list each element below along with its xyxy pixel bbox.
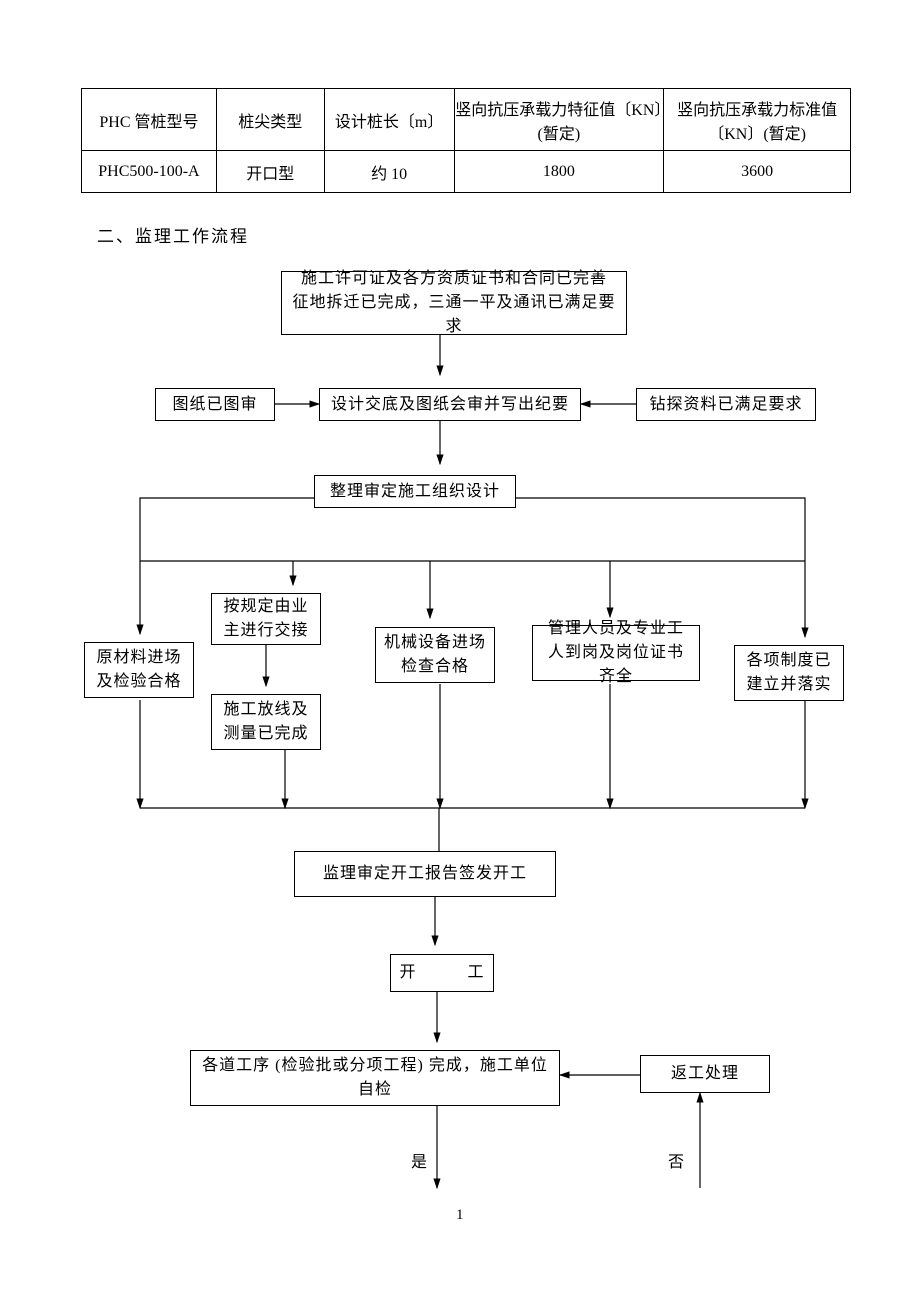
flowchart-node-n4a: 原材料进场及检验合格 — [84, 642, 194, 698]
table-cell: 3600 — [664, 151, 851, 193]
flowchart-node-n4c: 施工放线及测量已完成 — [211, 694, 321, 750]
table-header: 设计桩长〔m〕 — [324, 89, 454, 151]
flowchart-node-n1: 施工许可证及各方资质证书和合同已完善征地拆迁已完成，三通一平及通讯已满足要求 — [281, 271, 627, 335]
flowchart-node-n4b: 按规定由业主进行交接 — [211, 593, 321, 645]
page-number: 1 — [456, 1207, 464, 1224]
flowchart-node-n2a: 图纸已图审 — [155, 388, 275, 421]
table-cell: 1800 — [454, 151, 664, 193]
table-header: PHC 管桩型号 — [82, 89, 217, 151]
flowchart-node-n8: 返工处理 — [640, 1055, 770, 1093]
flowchart-node-n5: 监理审定开工报告签发开工 — [294, 851, 556, 897]
table-header: 竖向抗压承载力标准值〔KN〕(暂定) — [664, 89, 851, 151]
table-cell: 约 10 — [324, 151, 454, 193]
section-title: 二、监理工作流程 — [97, 222, 249, 247]
pile-spec-table: PHC 管桩型号桩尖类型设计桩长〔m〕竖向抗压承载力特征值〔KN〕(暂定)竖向抗… — [81, 88, 851, 193]
table-header: 桩尖类型 — [216, 89, 324, 151]
flowchart-node-n7: 各道工序 (检验批或分项工程) 完成，施工单位自检 — [190, 1050, 560, 1106]
flowchart-node-n2: 设计交底及图纸会审并写出纪要 — [319, 388, 581, 421]
flowchart-node-n2b: 钻探资料已满足要求 — [636, 388, 816, 421]
table-cell: 开口型 — [216, 151, 324, 193]
flowchart-node-n4f: 各项制度已建立并落实 — [734, 645, 844, 701]
page: PHC 管桩型号桩尖类型设计桩长〔m〕竖向抗压承载力特征值〔KN〕(暂定)竖向抗… — [0, 0, 920, 1302]
table-cell: PHC500-100-A — [82, 151, 217, 193]
table-header: 竖向抗压承载力特征值〔KN〕(暂定) — [454, 89, 664, 151]
flowchart-label-yes: 是 — [411, 1148, 427, 1172]
flowchart-label-no: 否 — [668, 1148, 684, 1172]
flowchart-node-n6: 开 工 — [390, 954, 494, 992]
flowchart-node-n4e: 管理人员及专业工人到岗及岗位证书齐全 — [532, 625, 700, 681]
flowchart-node-n4d: 机械设备进场检查合格 — [375, 627, 495, 683]
flowchart-node-n3: 整理审定施工组织设计 — [314, 475, 516, 508]
